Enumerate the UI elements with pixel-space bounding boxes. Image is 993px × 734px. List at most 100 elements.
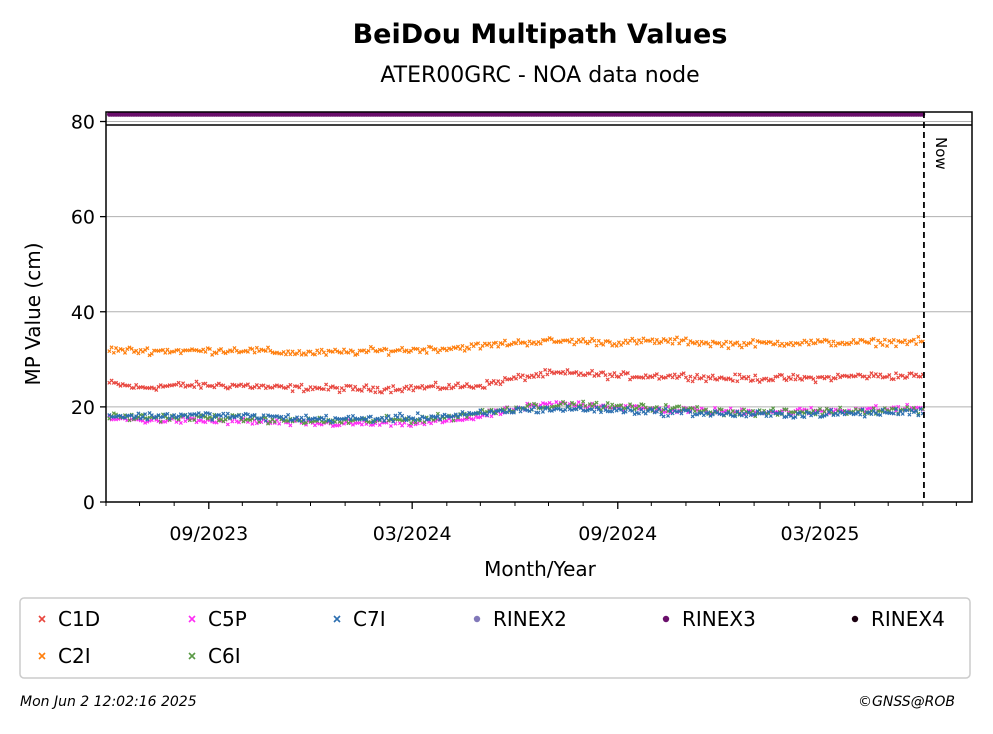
point-c1d [692, 376, 697, 381]
point-c2i [654, 337, 659, 342]
timestamp-footer: Mon Jun 2 12:02:16 2025 [20, 694, 197, 710]
point-c2i [129, 346, 134, 351]
point-c7i [853, 411, 858, 416]
point-c7i [569, 407, 574, 413]
point-c7i [248, 414, 253, 419]
point-c1d [605, 377, 610, 382]
series-c2i [107, 334, 925, 358]
point-c5p [277, 421, 282, 426]
point-c7i [165, 411, 170, 416]
point-c2i [724, 339, 729, 344]
point-c2i [230, 349, 235, 354]
point-c2i [708, 344, 713, 349]
point-c2i [569, 337, 574, 342]
point-c6i [677, 404, 682, 409]
legend-marker-c1d [38, 615, 46, 623]
point-c7i [415, 411, 420, 416]
point-c7i [592, 409, 597, 414]
point-c1d [654, 372, 659, 377]
point-c2i [592, 338, 597, 343]
point-c7i [143, 412, 148, 417]
point-c2i [826, 339, 831, 344]
point-c1d [750, 378, 756, 383]
point-c2i [107, 349, 112, 354]
point-c1d [543, 367, 548, 372]
point-c2i [855, 340, 861, 345]
y-tick-label-40: 40 [71, 302, 95, 324]
point-c2i [145, 346, 150, 351]
legend-marker-rinex3 [662, 615, 670, 623]
point-c2i [467, 346, 472, 351]
point-c5p [163, 419, 168, 424]
point-c2i [652, 341, 657, 346]
point-c2i [350, 349, 355, 354]
point-c7i [914, 409, 919, 414]
point-c7i [402, 416, 407, 421]
point-c1d [406, 386, 411, 391]
point-c2i [274, 350, 279, 355]
legend-item-c7i: C7I [333, 607, 386, 631]
point-c1d [353, 384, 358, 389]
point-c2i [502, 338, 507, 343]
point-c5p [143, 420, 148, 425]
point-c1d [500, 379, 505, 384]
legend-box [19, 597, 971, 679]
point-c2i [460, 343, 465, 348]
point-c1d [149, 385, 154, 390]
point-c1d [223, 385, 228, 390]
point-c2i [538, 341, 543, 346]
point-c1d [688, 374, 693, 379]
point-c1d [181, 381, 186, 386]
point-c2i [190, 347, 195, 352]
point-c2i [366, 348, 371, 353]
point-c1d [826, 374, 831, 379]
point-c7i [538, 405, 543, 410]
point-c7i [793, 414, 798, 420]
point-c1d [455, 381, 461, 386]
point-c1d [266, 384, 271, 389]
point-c7i [286, 412, 291, 417]
point-c7i [540, 409, 545, 414]
point-c2i [674, 335, 680, 340]
point-c2i [167, 350, 172, 355]
point-c7i [136, 411, 141, 416]
point-c1d [496, 379, 501, 384]
point-c7i [679, 411, 684, 416]
point-c7i [263, 418, 268, 423]
point-c1d [849, 373, 854, 378]
point-c5p [225, 422, 230, 427]
point-c2i [726, 346, 731, 351]
point-c2i [221, 350, 226, 355]
point-c7i [623, 409, 628, 414]
point-c2i [163, 350, 168, 355]
legend-item-rinex4: RINEX4 [851, 607, 945, 631]
point-c1d [241, 384, 246, 389]
point-c2i [750, 337, 756, 342]
chart-subtitle: ATER00GRC - NOA data node [380, 63, 699, 88]
point-c2i [187, 348, 192, 353]
point-c7i [786, 412, 791, 417]
point-c7i [232, 415, 237, 420]
x-tick-label: 03/2024 [373, 523, 452, 545]
point-c1d [733, 372, 738, 377]
point-c7i [152, 415, 157, 420]
point-c1d [838, 375, 843, 380]
point-c7i [706, 410, 711, 415]
point-c2i [422, 347, 427, 352]
point-c7i [295, 415, 300, 420]
point-c2i [303, 352, 309, 357]
point-c2i [753, 344, 758, 349]
point-c1d [735, 379, 740, 384]
point-c2i [639, 340, 644, 345]
point-c6i [583, 403, 588, 408]
point-c6i [771, 406, 776, 411]
legend-item-rinex3: RINEX3 [662, 607, 756, 631]
series-c1d [107, 367, 925, 395]
point-c2i [529, 341, 534, 346]
point-c1d [120, 382, 125, 387]
point-c7i [391, 419, 396, 424]
point-c7i [252, 412, 257, 417]
legend-item-c5p: C5P [188, 607, 247, 631]
point-c7i [330, 420, 335, 425]
point-c2i [406, 350, 411, 355]
